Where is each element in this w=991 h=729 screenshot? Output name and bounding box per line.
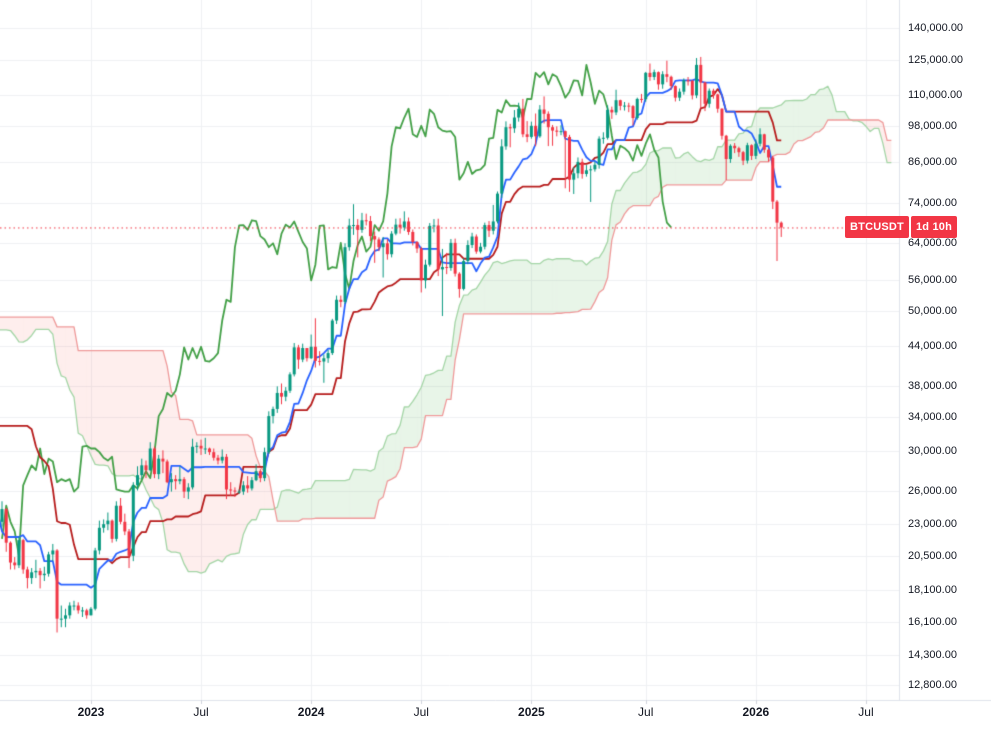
price-axis-label: 64,000.00 — [908, 237, 957, 250]
price-axis-label: 140,000.00 — [908, 22, 964, 35]
price-axis-label: 14,300.00 — [908, 648, 957, 661]
price-axis-label: 23,000.00 — [908, 518, 957, 531]
time-axis-label: 2026 — [742, 705, 770, 719]
price-axis-label: 44,000.00 — [908, 340, 957, 353]
time-axis-label: Jul — [193, 705, 209, 719]
price-axis-label: 50,000.00 — [908, 305, 957, 318]
price-axis-label: 16,100.00 — [908, 616, 957, 629]
price-axis-label: 110,000.00 — [908, 88, 963, 101]
price-axis-label: 30,000.00 — [908, 445, 957, 458]
symbol-badge: BTCUSDT — [845, 216, 909, 238]
time-axis-label: 2024 — [297, 705, 325, 719]
price-axis-label: 18,100.00 — [908, 583, 957, 596]
time-axis-label: 2025 — [518, 705, 545, 719]
bar-countdown-badge: 1d 10h — [910, 216, 958, 238]
time-axis-label: 2023 — [77, 705, 105, 719]
price-axis[interactable]: 140,000.00 125,000.00 110,000.00 98,000.00 8… — [899, 0, 991, 700]
last-price-label: BTCUSDT 1d 10h — [845, 216, 958, 238]
time-axis-label: Jul — [858, 705, 874, 719]
price-axis-label: 56,000.00 — [908, 273, 957, 286]
time-axis-label: Jul — [638, 705, 654, 719]
price-axis-label: 20,500.00 — [908, 549, 957, 562]
price-axis-label: 12,800.00 — [908, 679, 957, 692]
price-axis-label: 125,000.00 — [908, 53, 964, 66]
price-axis-label: 86,000.00 — [908, 156, 957, 169]
price-axis-label: 74,000.00 — [908, 197, 957, 210]
price-axis-label: 98,000.00 — [908, 120, 957, 133]
price-axis-label: 26,000.00 — [908, 484, 957, 497]
price-axis-label: 38,000.00 — [908, 380, 957, 393]
price-axis-label: 34,000.00 — [908, 410, 957, 423]
time-axis-label: Jul — [413, 705, 429, 719]
time-axis[interactable]: 2023 Jul 2024 Jul 2025 Jul 2026 Jul — [0, 700, 991, 729]
